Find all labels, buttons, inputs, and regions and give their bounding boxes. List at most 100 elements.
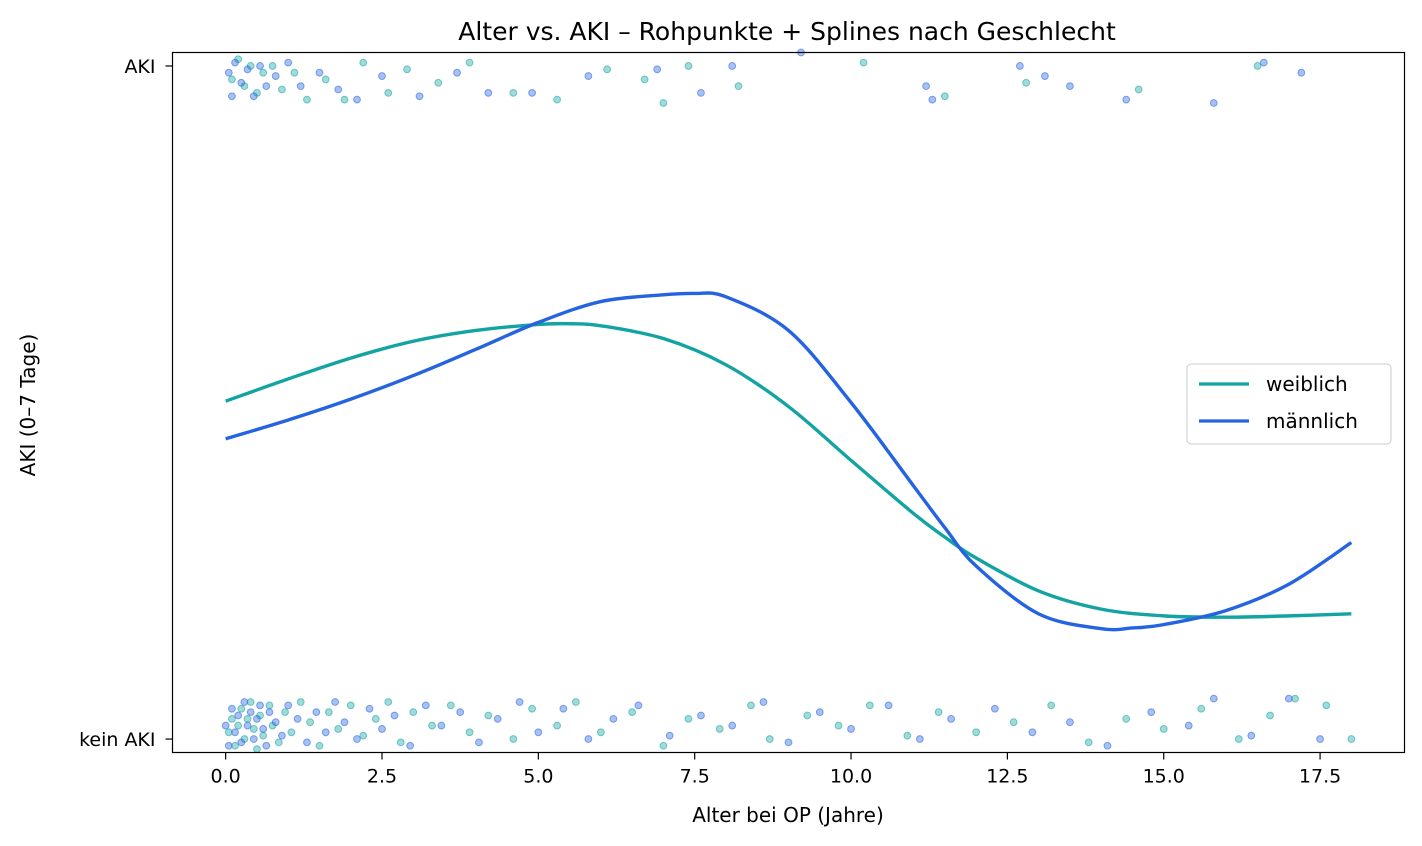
data-point — [262, 741, 271, 750]
data-point — [271, 72, 280, 80]
data-point — [265, 708, 274, 717]
data-point — [584, 72, 593, 80]
data-point — [281, 708, 289, 717]
data-point — [228, 704, 236, 713]
data-point — [940, 92, 949, 101]
data-point — [243, 721, 252, 730]
data-point — [237, 78, 246, 87]
data-point — [928, 95, 937, 104]
data-point — [1322, 701, 1331, 710]
data-point — [1122, 95, 1131, 104]
data-point — [321, 75, 330, 84]
data-point — [815, 708, 824, 717]
data-point — [234, 721, 243, 730]
data-point — [253, 745, 261, 754]
data-point — [287, 728, 296, 737]
data-point — [684, 714, 693, 723]
x-tick-label: 15.0 — [1143, 766, 1185, 788]
data-point — [243, 65, 252, 74]
data-point — [653, 65, 662, 74]
data-point — [378, 725, 386, 733]
spline-line-maennlich — [225, 291, 1353, 632]
data-point — [465, 58, 474, 67]
data-point — [715, 725, 724, 733]
data-point — [534, 728, 543, 737]
data-point — [237, 738, 246, 747]
data-point — [1266, 711, 1274, 720]
data-point — [284, 58, 293, 67]
data-point — [353, 735, 361, 743]
data-point — [396, 738, 405, 747]
data-point — [446, 701, 455, 710]
data-point — [228, 714, 236, 723]
data-point — [253, 714, 261, 723]
data-point — [421, 701, 430, 710]
data-point — [324, 708, 333, 717]
data-point — [1134, 85, 1143, 94]
data-point — [315, 68, 324, 77]
y-tick-label: kein AKI — [79, 729, 155, 751]
data-point — [415, 92, 424, 101]
data-point — [296, 82, 305, 91]
data-point — [243, 714, 252, 723]
y-axis-ticks: kein AKI AKI — [79, 56, 173, 751]
y-tick-label: AKI — [124, 56, 155, 78]
data-point — [353, 95, 361, 104]
plot-frame — [171, 51, 1406, 754]
data-point — [1041, 72, 1049, 80]
data-point — [340, 718, 349, 727]
data-point — [609, 714, 618, 723]
x-tick-label: 17.5 — [1299, 766, 1341, 788]
data-point — [1234, 735, 1243, 743]
data-point — [224, 68, 233, 77]
data-point — [990, 704, 999, 713]
data-point — [246, 708, 255, 717]
data-point — [1184, 721, 1193, 730]
data-point — [237, 704, 246, 713]
data-point — [296, 698, 305, 706]
data-point — [259, 725, 268, 733]
data-point — [249, 735, 258, 743]
data-point — [228, 92, 236, 101]
data-point — [1047, 701, 1056, 710]
data-point — [728, 721, 737, 730]
data-point — [603, 65, 612, 74]
data-point — [346, 701, 355, 710]
data-point — [265, 701, 274, 710]
data-point — [1209, 99, 1218, 107]
data-point — [865, 701, 874, 710]
data-point — [1259, 58, 1268, 67]
y-axis-label: AKI (0–7 Tage) — [16, 334, 40, 477]
data-point — [947, 714, 955, 723]
data-point — [315, 741, 324, 750]
data-point — [596, 728, 605, 737]
x-tick-label: 7.5 — [680, 766, 710, 788]
data-point — [249, 92, 258, 101]
data-point — [384, 698, 393, 706]
data-point — [515, 698, 524, 706]
spline-curves — [225, 291, 1353, 632]
data-point — [224, 728, 233, 737]
data-point — [728, 62, 737, 70]
data-point — [1253, 62, 1262, 70]
data-point — [406, 741, 415, 750]
data-point — [303, 95, 311, 104]
x-axis-ticks: 0.0 2.5 5.0 7.5 10.0 12.5 15.0 17.5 — [211, 752, 1341, 788]
data-point — [1084, 738, 1093, 747]
data-point — [1066, 82, 1074, 91]
data-point — [859, 58, 868, 67]
data-point — [784, 738, 793, 747]
data-point — [803, 711, 812, 720]
data-point — [765, 735, 774, 743]
data-point — [509, 88, 518, 97]
data-point — [847, 725, 855, 733]
data-point — [365, 704, 374, 713]
data-point — [1247, 731, 1256, 740]
data-point — [484, 711, 493, 720]
data-point — [884, 701, 893, 710]
data-point — [271, 718, 280, 727]
chart-title: Alter vs. AKI – Rohpunkte + Splines nach… — [458, 17, 1116, 46]
data-point — [553, 721, 562, 730]
x-tick-label: 2.5 — [367, 766, 397, 788]
